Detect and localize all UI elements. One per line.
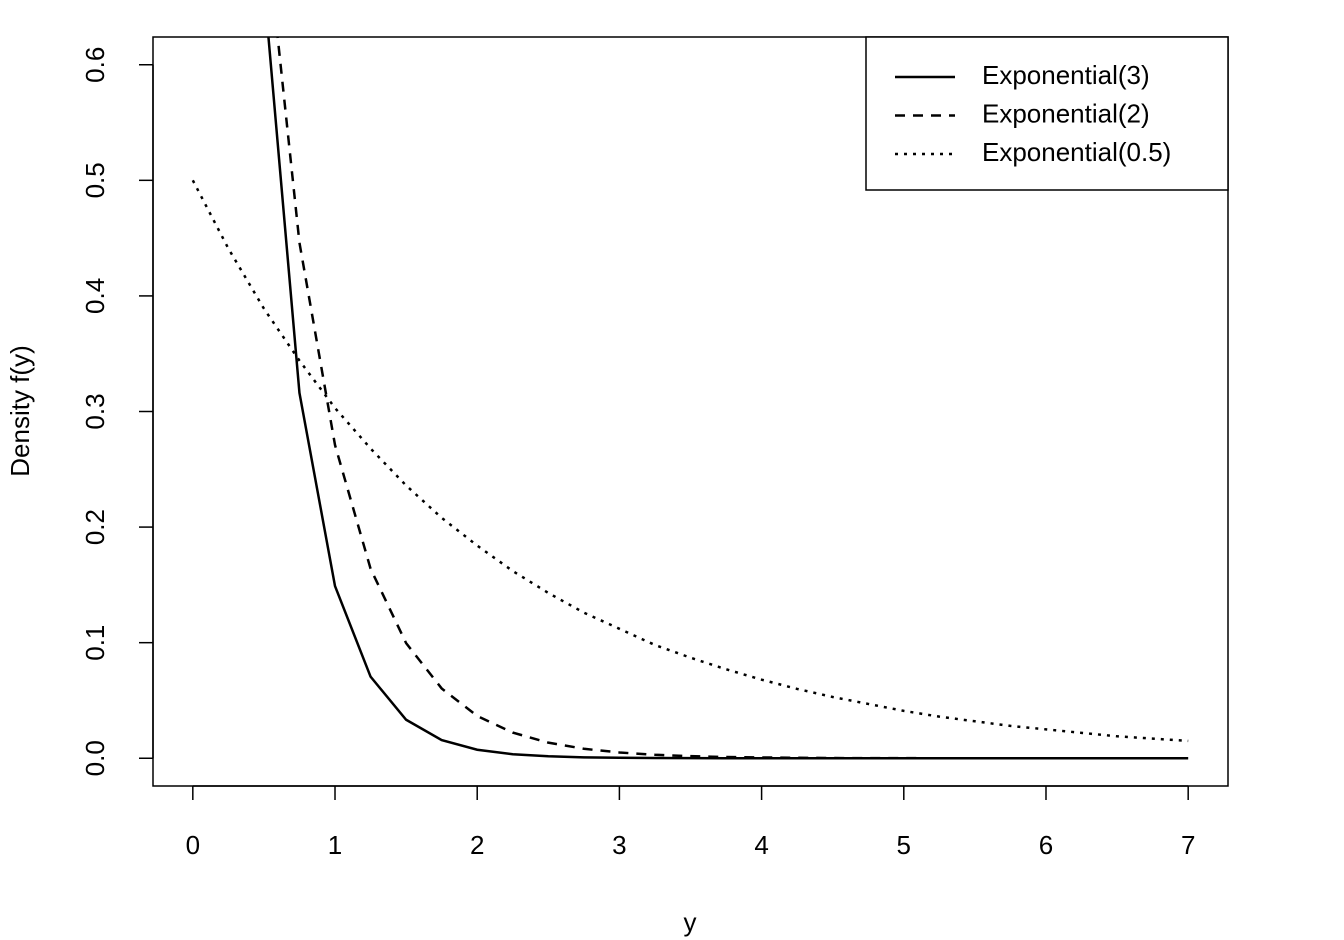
series-line: [276, 37, 1189, 760]
y-tick-label: 0.5: [80, 162, 110, 198]
y-tick-label: 0.2: [80, 509, 110, 545]
legend-label: Exponential(2): [982, 98, 1150, 128]
x-tick-label: 5: [897, 830, 911, 860]
y-axis-label: Density f(y): [5, 345, 35, 476]
y-tick-label: 0.3: [80, 393, 110, 429]
legend-label: Exponential(0.5): [982, 137, 1171, 167]
series-line: [191, 179, 1189, 743]
y-tick-label: 0.1: [80, 625, 110, 661]
plot-area: [191, 37, 1189, 760]
y-tick-label: 0.4: [80, 278, 110, 314]
x-tick-label: 6: [1039, 830, 1053, 860]
x-tick-label: 3: [612, 830, 626, 860]
x-axis-label: y: [684, 907, 697, 937]
y-tick-label: 0.0: [80, 740, 110, 776]
y-tick-label: 0.6: [80, 47, 110, 83]
x-tick-label: 1: [328, 830, 342, 860]
x-tick-label: 0: [186, 830, 200, 860]
x-tick-label: 7: [1181, 830, 1195, 860]
x-tick-label: 2: [470, 830, 484, 860]
x-tick-label: 4: [754, 830, 768, 860]
legend-box: [865, 36, 1229, 191]
legend-label: Exponential(3): [982, 60, 1150, 90]
